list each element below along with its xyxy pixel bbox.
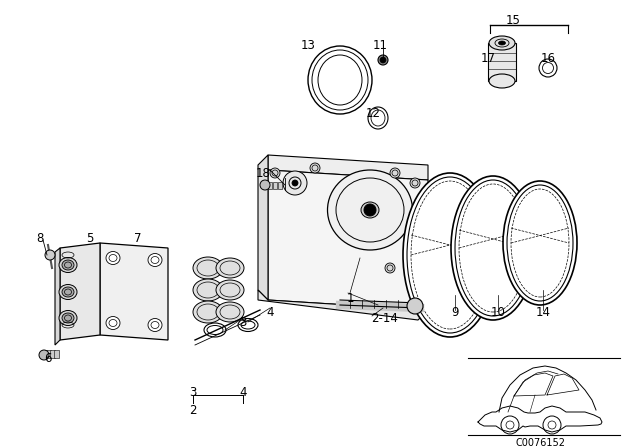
Text: 1: 1 <box>346 292 354 305</box>
Polygon shape <box>55 248 60 345</box>
Ellipse shape <box>539 59 557 77</box>
Ellipse shape <box>62 260 74 270</box>
Polygon shape <box>268 155 428 180</box>
Text: 3: 3 <box>189 387 196 400</box>
Ellipse shape <box>308 46 372 114</box>
Polygon shape <box>268 170 428 310</box>
Ellipse shape <box>216 302 244 322</box>
Ellipse shape <box>193 279 223 301</box>
Circle shape <box>380 57 386 63</box>
Text: 5: 5 <box>86 232 93 245</box>
Bar <box>488 43 516 81</box>
Text: 17: 17 <box>481 52 495 65</box>
Text: 4: 4 <box>239 387 247 400</box>
Circle shape <box>292 180 298 186</box>
Circle shape <box>390 168 400 178</box>
Text: 13: 13 <box>301 39 316 52</box>
Ellipse shape <box>148 254 162 267</box>
Text: 4: 4 <box>266 306 274 319</box>
Polygon shape <box>60 243 100 340</box>
Circle shape <box>410 178 420 188</box>
Circle shape <box>407 298 423 314</box>
Circle shape <box>364 204 376 216</box>
Text: 2-14: 2-14 <box>372 311 399 324</box>
Circle shape <box>378 55 388 65</box>
Circle shape <box>39 350 49 360</box>
Ellipse shape <box>106 251 120 264</box>
Circle shape <box>45 250 55 260</box>
Bar <box>268 182 272 189</box>
Ellipse shape <box>489 36 515 50</box>
Text: C0076152: C0076152 <box>515 438 565 448</box>
Ellipse shape <box>59 310 77 326</box>
Ellipse shape <box>193 257 223 279</box>
Ellipse shape <box>148 319 162 332</box>
Polygon shape <box>100 243 168 340</box>
Text: 7: 7 <box>134 232 141 245</box>
Text: 10: 10 <box>491 306 506 319</box>
Text: 12: 12 <box>365 107 381 120</box>
Text: 15: 15 <box>506 13 520 26</box>
Ellipse shape <box>368 107 388 129</box>
Ellipse shape <box>62 313 74 323</box>
Ellipse shape <box>328 170 413 250</box>
Circle shape <box>260 180 270 190</box>
Ellipse shape <box>238 319 258 332</box>
Text: 3: 3 <box>239 316 246 329</box>
Polygon shape <box>258 290 428 320</box>
Ellipse shape <box>451 176 535 320</box>
Bar <box>42 350 47 358</box>
Ellipse shape <box>361 202 379 218</box>
Text: 8: 8 <box>36 232 44 245</box>
Bar <box>273 182 277 189</box>
Text: 14: 14 <box>536 306 550 319</box>
Ellipse shape <box>216 258 244 278</box>
Text: 2: 2 <box>189 404 196 417</box>
Ellipse shape <box>106 316 120 329</box>
Ellipse shape <box>193 301 223 323</box>
Text: 18: 18 <box>255 167 271 180</box>
Circle shape <box>310 163 320 173</box>
Ellipse shape <box>403 173 497 337</box>
Text: 9: 9 <box>451 306 459 319</box>
Bar <box>46 350 51 358</box>
Bar <box>54 350 59 358</box>
Circle shape <box>270 168 280 178</box>
Ellipse shape <box>204 323 226 337</box>
Ellipse shape <box>503 181 577 305</box>
Ellipse shape <box>59 284 77 300</box>
Bar <box>278 182 282 189</box>
Circle shape <box>385 263 395 273</box>
Bar <box>50 350 55 358</box>
Circle shape <box>407 250 417 260</box>
Ellipse shape <box>216 280 244 300</box>
Ellipse shape <box>59 258 77 272</box>
Text: 11: 11 <box>372 39 387 52</box>
Polygon shape <box>258 155 268 300</box>
Ellipse shape <box>499 41 506 45</box>
Ellipse shape <box>62 287 74 297</box>
Text: 6: 6 <box>44 352 52 365</box>
Text: 16: 16 <box>541 52 556 65</box>
Circle shape <box>283 171 307 195</box>
Ellipse shape <box>489 74 515 88</box>
